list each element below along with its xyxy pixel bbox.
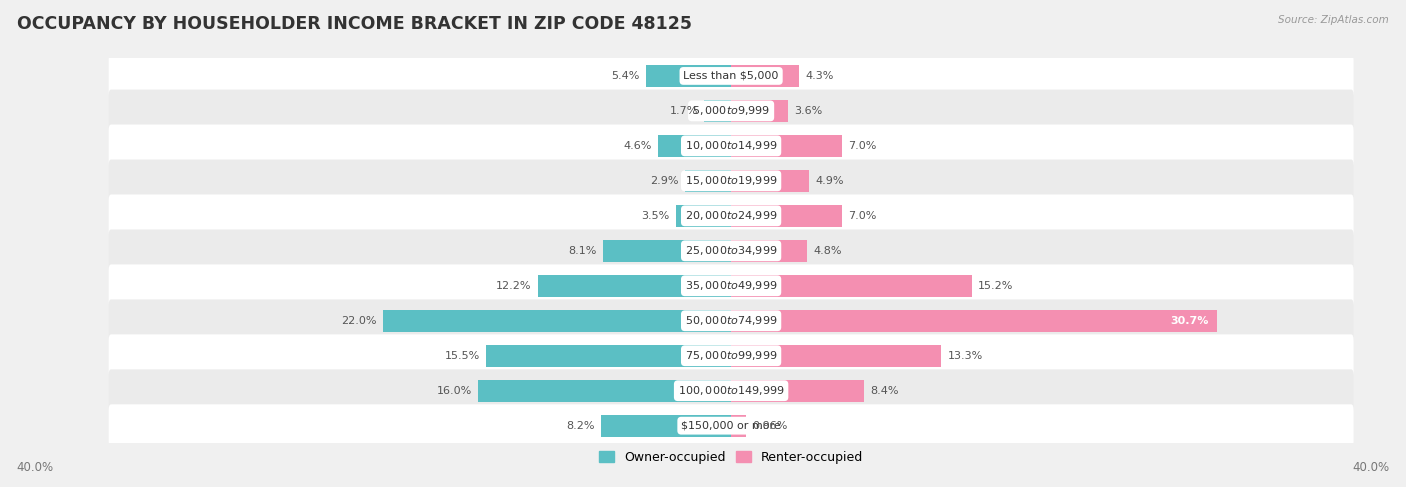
Bar bbox=[731, 65, 799, 87]
Text: 5.4%: 5.4% bbox=[612, 71, 640, 81]
Bar bbox=[731, 135, 842, 157]
FancyBboxPatch shape bbox=[108, 194, 1354, 237]
Bar bbox=[704, 100, 731, 122]
Text: 13.3%: 13.3% bbox=[948, 351, 983, 361]
Text: $50,000 to $74,999: $50,000 to $74,999 bbox=[685, 314, 778, 327]
Text: 22.0%: 22.0% bbox=[342, 316, 377, 326]
Bar bbox=[731, 345, 942, 367]
FancyBboxPatch shape bbox=[108, 90, 1354, 132]
FancyBboxPatch shape bbox=[108, 264, 1354, 307]
Text: 2.9%: 2.9% bbox=[651, 176, 679, 186]
Text: 7.0%: 7.0% bbox=[848, 141, 876, 151]
Text: OCCUPANCY BY HOUSEHOLDER INCOME BRACKET IN ZIP CODE 48125: OCCUPANCY BY HOUSEHOLDER INCOME BRACKET … bbox=[17, 15, 692, 33]
Bar bbox=[645, 65, 731, 87]
Text: Less than $5,000: Less than $5,000 bbox=[683, 71, 779, 81]
Text: 1.7%: 1.7% bbox=[669, 106, 697, 116]
Text: $100,000 to $149,999: $100,000 to $149,999 bbox=[678, 384, 785, 397]
Bar bbox=[731, 415, 747, 436]
Text: $20,000 to $24,999: $20,000 to $24,999 bbox=[685, 209, 778, 223]
Text: 30.7%: 30.7% bbox=[1170, 316, 1209, 326]
Text: $15,000 to $19,999: $15,000 to $19,999 bbox=[685, 174, 778, 187]
Text: 16.0%: 16.0% bbox=[436, 386, 471, 396]
Bar bbox=[478, 380, 731, 402]
Bar bbox=[658, 135, 731, 157]
Text: 0.96%: 0.96% bbox=[752, 421, 787, 431]
Text: 40.0%: 40.0% bbox=[1353, 461, 1389, 474]
Text: $25,000 to $34,999: $25,000 to $34,999 bbox=[685, 244, 778, 257]
Bar bbox=[685, 170, 731, 192]
Bar bbox=[731, 240, 807, 262]
Text: 3.6%: 3.6% bbox=[794, 106, 823, 116]
Text: 7.0%: 7.0% bbox=[848, 211, 876, 221]
Text: 8.2%: 8.2% bbox=[567, 421, 595, 431]
Text: $5,000 to $9,999: $5,000 to $9,999 bbox=[692, 104, 770, 117]
Bar bbox=[731, 170, 808, 192]
FancyBboxPatch shape bbox=[108, 229, 1354, 272]
Text: 8.4%: 8.4% bbox=[870, 386, 898, 396]
Bar bbox=[731, 310, 1216, 332]
Text: 12.2%: 12.2% bbox=[496, 281, 531, 291]
Text: 3.5%: 3.5% bbox=[641, 211, 669, 221]
Bar bbox=[602, 415, 731, 436]
Bar bbox=[676, 205, 731, 226]
FancyBboxPatch shape bbox=[108, 55, 1354, 97]
Text: Source: ZipAtlas.com: Source: ZipAtlas.com bbox=[1278, 15, 1389, 25]
Text: 4.8%: 4.8% bbox=[813, 246, 842, 256]
Legend: Owner-occupied, Renter-occupied: Owner-occupied, Renter-occupied bbox=[599, 451, 863, 464]
FancyBboxPatch shape bbox=[108, 369, 1354, 412]
FancyBboxPatch shape bbox=[108, 300, 1354, 342]
Text: 4.3%: 4.3% bbox=[806, 71, 834, 81]
Text: 40.0%: 40.0% bbox=[17, 461, 53, 474]
Bar bbox=[382, 310, 731, 332]
Bar bbox=[486, 345, 731, 367]
Text: 4.9%: 4.9% bbox=[815, 176, 844, 186]
FancyBboxPatch shape bbox=[108, 160, 1354, 202]
Bar bbox=[538, 275, 731, 297]
Text: 15.5%: 15.5% bbox=[444, 351, 479, 361]
Text: 8.1%: 8.1% bbox=[568, 246, 596, 256]
FancyBboxPatch shape bbox=[108, 125, 1354, 167]
FancyBboxPatch shape bbox=[108, 335, 1354, 377]
Bar bbox=[603, 240, 731, 262]
Text: $150,000 or more: $150,000 or more bbox=[682, 421, 780, 431]
Bar bbox=[731, 205, 842, 226]
Text: $75,000 to $99,999: $75,000 to $99,999 bbox=[685, 349, 778, 362]
FancyBboxPatch shape bbox=[108, 404, 1354, 447]
Text: 15.2%: 15.2% bbox=[977, 281, 1014, 291]
Bar bbox=[731, 380, 863, 402]
Text: $35,000 to $49,999: $35,000 to $49,999 bbox=[685, 279, 778, 292]
Bar bbox=[731, 100, 787, 122]
Text: $10,000 to $14,999: $10,000 to $14,999 bbox=[685, 139, 778, 152]
Text: 4.6%: 4.6% bbox=[624, 141, 652, 151]
Bar bbox=[731, 275, 972, 297]
